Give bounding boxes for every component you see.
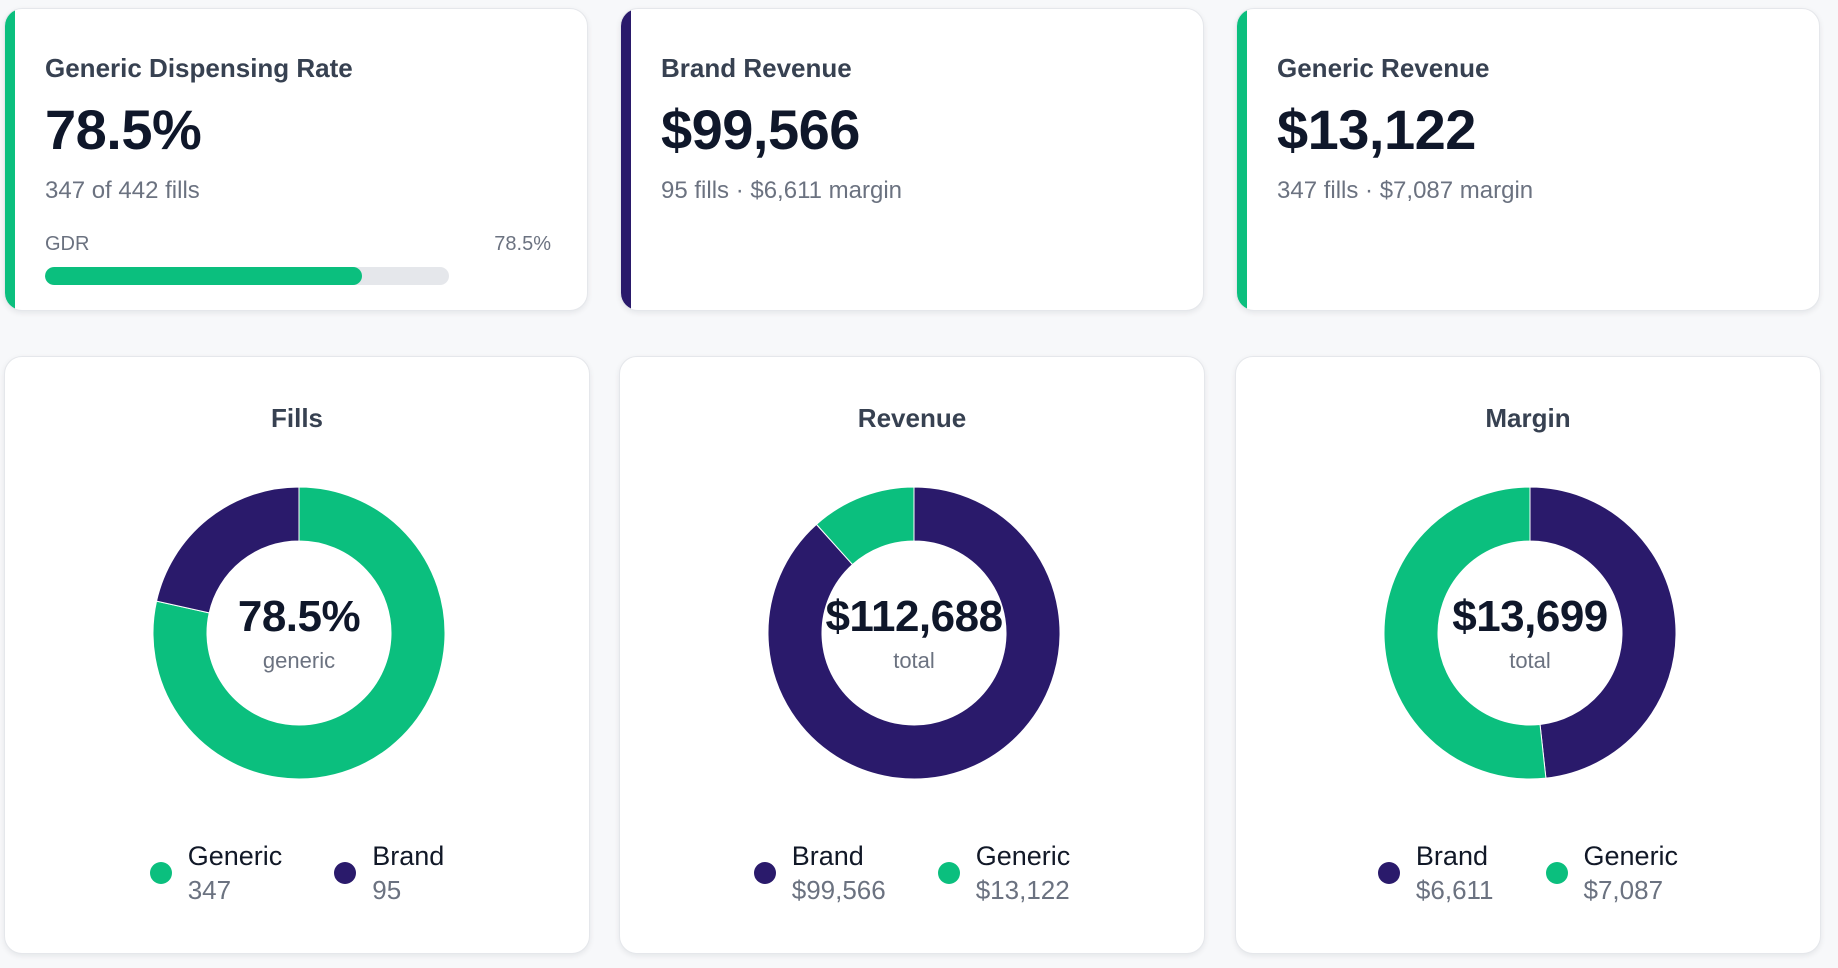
chart-card-fills: Fills 78.5% generic Generic 347 Brand 95 (4, 356, 590, 954)
legend-item: Brand $6,611 (1377, 839, 1494, 907)
legend-value: $7,087 (1583, 875, 1664, 905)
legend-dot (753, 862, 776, 884)
kpi-subtitle: 347 of 442 fills (45, 177, 200, 204)
legend-item: Generic $13,122 (937, 839, 1071, 907)
gdr-progress-bar (45, 267, 449, 285)
chart-legend: Generic 347 Brand 95 (5, 839, 589, 907)
legend-name: Generic (1583, 841, 1679, 871)
legend-dot (149, 862, 172, 884)
legend-name: Generic (975, 841, 1071, 871)
progress-value: 78.5% (494, 233, 551, 255)
kpi-card-gdr: Generic Dispensing Rate 78.5% 347 of 442… (4, 8, 588, 311)
donut-slice-generic (153, 487, 445, 779)
progress-label: GDR (45, 233, 90, 255)
legend-dot (937, 862, 960, 884)
legend-item: Generic 347 (149, 839, 283, 907)
chart-title: Fills (270, 403, 323, 433)
chart-title: Revenue (857, 403, 967, 433)
donut-slice-generic (1384, 487, 1547, 779)
donut-slice-generic (815, 487, 915, 566)
kpi-title: Generic Revenue (1277, 53, 1490, 83)
kpi-accent-bar (5, 9, 15, 310)
legend-value: 95 (372, 875, 402, 905)
chart-card-revenue: Revenue $112,688 total Brand $99,566 Gen… (619, 356, 1205, 954)
kpi-accent-bar (1237, 9, 1247, 310)
kpi-value: $99,566 (661, 98, 860, 161)
donut-slice-brand (768, 487, 1060, 779)
legend-name: Brand (1415, 841, 1488, 871)
legend-dot (1377, 862, 1400, 884)
donut-slice-brand (1529, 487, 1676, 779)
legend-item: Brand 95 (334, 839, 444, 907)
kpi-value: 78.5% (45, 98, 202, 161)
legend-item: Brand $99,566 (753, 839, 886, 907)
legend-value: $6,611 (1415, 875, 1494, 905)
chart-card-margin: Margin $13,699 total Brand $6,611 Generi… (1235, 356, 1821, 954)
donut-chart (768, 487, 1060, 779)
chart-title: Margin (1485, 403, 1571, 433)
legend-dot (334, 862, 357, 884)
legend-name: Generic (187, 841, 283, 871)
donut-chart (153, 487, 445, 779)
kpi-title: Generic Dispensing Rate (45, 53, 353, 83)
legend-value: $13,122 (975, 875, 1070, 905)
legend-value: 347 (187, 875, 232, 905)
legend-dot (1545, 862, 1568, 884)
kpi-card-generic-revenue: Generic Revenue $13,122 347 fills · $7,0… (1236, 8, 1820, 311)
kpi-subtitle: 95 fills · $6,611 margin (661, 177, 903, 204)
kpi-accent-bar (621, 9, 631, 310)
donut-slice-brand (155, 487, 300, 614)
kpi-value: $13,122 (1277, 98, 1476, 161)
chart-legend: Brand $99,566 Generic $13,122 (620, 839, 1204, 907)
kpi-title: Brand Revenue (661, 53, 852, 83)
gdr-progress-fill (45, 267, 363, 285)
legend-name: Brand (791, 841, 864, 871)
legend-name: Brand (372, 841, 445, 871)
kpi-subtitle: 347 fills · $7,087 margin (1277, 177, 1534, 204)
legend-value: $99,566 (791, 875, 886, 905)
legend-item: Generic $7,087 (1545, 839, 1679, 907)
chart-legend: Brand $6,611 Generic $7,087 (1236, 839, 1820, 907)
donut-chart (1384, 487, 1676, 779)
kpi-card-brand-revenue: Brand Revenue $99,566 95 fills · $6,611 … (620, 8, 1204, 311)
